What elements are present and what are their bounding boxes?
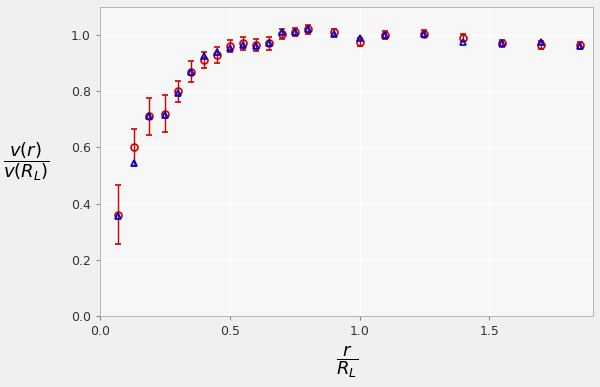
Y-axis label: $\dfrac{v(r)}{v(R_L)}$: $\dfrac{v(r)}{v(R_L)}$: [3, 140, 49, 183]
X-axis label: $\dfrac{r}{R_L}$: $\dfrac{r}{R_L}$: [335, 343, 358, 380]
